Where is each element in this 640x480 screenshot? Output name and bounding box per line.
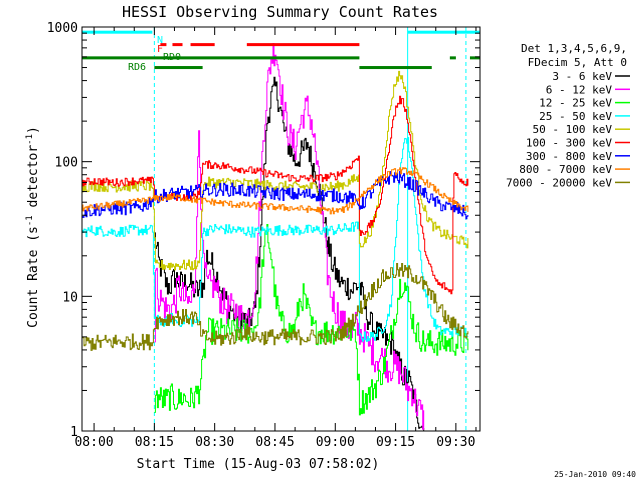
- flag-bar-rd0: [82, 56, 480, 60]
- series-line: [154, 76, 425, 431]
- flag-segment: [359, 66, 432, 70]
- y-axis-label-mid: detector: [26, 145, 41, 216]
- series-line: [82, 167, 469, 215]
- legend-label-7: 300 - 800 keV: [526, 150, 612, 163]
- y-axis-label: Count Rate (s-1 detector-1): [25, 126, 41, 328]
- series-2: [154, 43, 425, 430]
- legend-label-2: 6 - 12 keV: [546, 83, 613, 96]
- series-7: [82, 171, 469, 220]
- flag-segment: [160, 43, 167, 47]
- series-1: [154, 76, 425, 431]
- series-8: [82, 167, 469, 215]
- series-4: [82, 137, 469, 342]
- y-tick-label: 1000: [47, 21, 78, 36]
- flag-label-rd0: RD0: [163, 52, 181, 63]
- legend-label-5: 50 - 100 keV: [533, 123, 613, 136]
- y-tick-label: 1: [70, 425, 78, 440]
- flag-label-f: F: [157, 44, 163, 55]
- x-tick-label: 08:30: [195, 435, 234, 450]
- flag-segment: [154, 66, 203, 70]
- flag-bar-n: [82, 30, 480, 34]
- legend-label-4: 25 - 50 keV: [539, 110, 612, 123]
- flag-segment: [407, 30, 480, 34]
- series-line: [82, 95, 469, 295]
- x-tick-label: 09:00: [316, 435, 355, 450]
- legend-header-line-1: Det 1,3,4,5,6,9,: [521, 42, 627, 55]
- footer-timestamp: 25-Jan-2010 09:40: [554, 470, 636, 479]
- flag-bar-rd6: [154, 66, 432, 70]
- x-tick-label: 09:15: [376, 435, 415, 450]
- y-axis-label-sup: -1: [25, 215, 35, 226]
- series-line: [82, 263, 469, 351]
- legend-header-line-2: FDecim 5, Att 0: [528, 56, 627, 69]
- legend-label-1: 3 - 6 keV: [552, 70, 612, 83]
- x-tick-label: 09:30: [436, 435, 475, 450]
- legend-label-3: 12 - 25 keV: [539, 97, 612, 110]
- flag-segment: [449, 56, 456, 60]
- series-6: [82, 95, 469, 295]
- flag-label-n: N: [157, 35, 163, 46]
- y-axis-label-start: Count Rate (s: [26, 226, 41, 328]
- y-tick-label: 10: [62, 290, 78, 305]
- flag-segment: [82, 56, 360, 60]
- y-axis-label-end: ): [26, 126, 41, 134]
- chart-title: HESSI Observing Summary Count Rates: [122, 3, 438, 21]
- x-axis-label: Start Time (15-Aug-03 07:58:02): [137, 457, 380, 472]
- flag-segment: [190, 43, 215, 47]
- x-tick-label: 08:45: [255, 435, 294, 450]
- y-tick-label: 100: [55, 156, 78, 171]
- series-line: [82, 70, 469, 271]
- flag-segment: [246, 43, 360, 47]
- series-9: [82, 263, 469, 351]
- y-axis-label-sup2: -1: [25, 134, 35, 145]
- series-5: [82, 70, 469, 271]
- series-line: [82, 137, 469, 342]
- series-line: [154, 43, 425, 430]
- flag-segment: [172, 43, 183, 47]
- legend-label-6: 100 - 300 keV: [526, 137, 612, 150]
- x-tick-label: 08:15: [135, 435, 174, 450]
- flag-segment: [469, 56, 480, 60]
- legend-label-8: 800 - 7000 keV: [519, 163, 612, 176]
- x-tick-label: 08:00: [74, 435, 113, 450]
- series-line: [82, 171, 469, 220]
- flag-segment: [82, 30, 153, 34]
- flag-bar-f: [160, 43, 360, 47]
- legend-label-9: 7000 - 20000 keV: [506, 176, 612, 189]
- flag-label-rd6: RD6: [128, 62, 146, 73]
- plot-frame: [81, 26, 481, 432]
